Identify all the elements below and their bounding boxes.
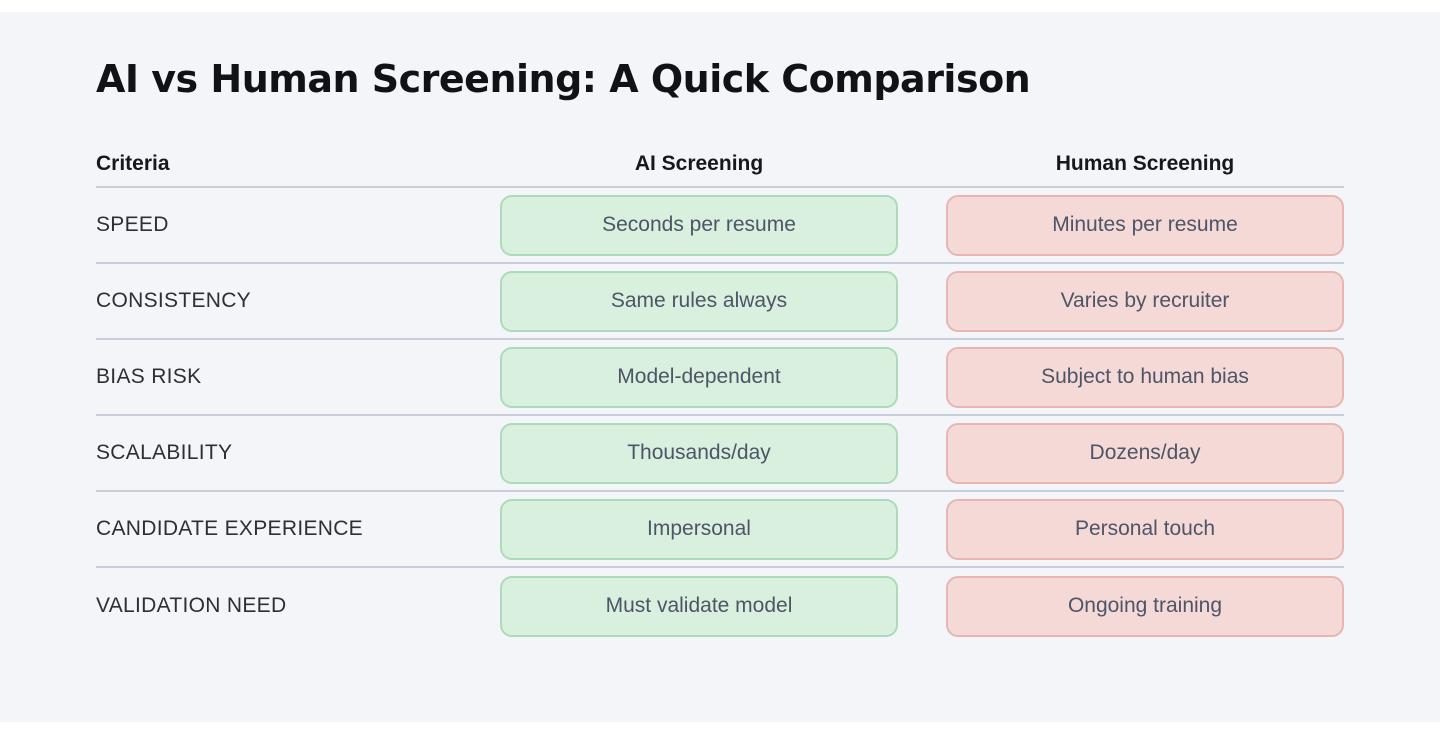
column-header-criteria: Criteria — [96, 152, 170, 175]
ai-value-pill: Seconds per resume — [500, 194, 898, 256]
table-row-speed: SPEED Seconds per resume Minutes per res… — [96, 188, 1344, 264]
table-row-bias-risk: BIAS RISK Model-dependent Subject to hum… — [96, 340, 1344, 416]
human-value-pill: Ongoing training — [946, 575, 1344, 637]
ai-value-pill: Thousands/day — [500, 422, 898, 484]
comparison-table: Criteria AI Screening Human Screening SP… — [96, 142, 1344, 644]
human-value-pill: Minutes per resume — [946, 194, 1344, 256]
criteria-label: BIAS RISK — [96, 365, 202, 388]
criteria-label: CANDIDATE EXPERIENCE — [96, 517, 363, 540]
human-value-pill: Personal touch — [946, 498, 1344, 560]
ai-value-pill: Model-dependent — [500, 346, 898, 408]
human-value-pill: Varies by recruiter — [946, 270, 1344, 332]
criteria-label: SCALABILITY — [96, 441, 233, 464]
table-header-row: Criteria AI Screening Human Screening — [96, 142, 1344, 188]
ai-value-pill: Same rules always — [500, 270, 898, 332]
page-title: AI vs Human Screening: A Quick Compariso… — [96, 57, 1031, 101]
table-row-validation-need: VALIDATION NEED Must validate model Ongo… — [96, 568, 1344, 644]
comparison-card: AI vs Human Screening: A Quick Compariso… — [96, 57, 1344, 644]
criteria-label: CONSISTENCY — [96, 289, 251, 312]
criteria-label: VALIDATION NEED — [96, 594, 287, 617]
column-header-human-screening: Human Screening — [1055, 152, 1235, 175]
criteria-label: SPEED — [96, 213, 169, 236]
human-value-pill: Dozens/day — [946, 422, 1344, 484]
table-row-candidate-experience: CANDIDATE EXPERIENCE Impersonal Personal… — [96, 492, 1344, 568]
column-header-ai-screening: AI Screening — [634, 152, 764, 175]
ai-value-pill: Must validate model — [500, 575, 898, 637]
human-value-pill: Subject to human bias — [946, 346, 1344, 408]
table-row-scalability: SCALABILITY Thousands/day Dozens/day — [96, 416, 1344, 492]
table-row-consistency: CONSISTENCY Same rules always Varies by … — [96, 264, 1344, 340]
ai-value-pill: Impersonal — [500, 498, 898, 560]
